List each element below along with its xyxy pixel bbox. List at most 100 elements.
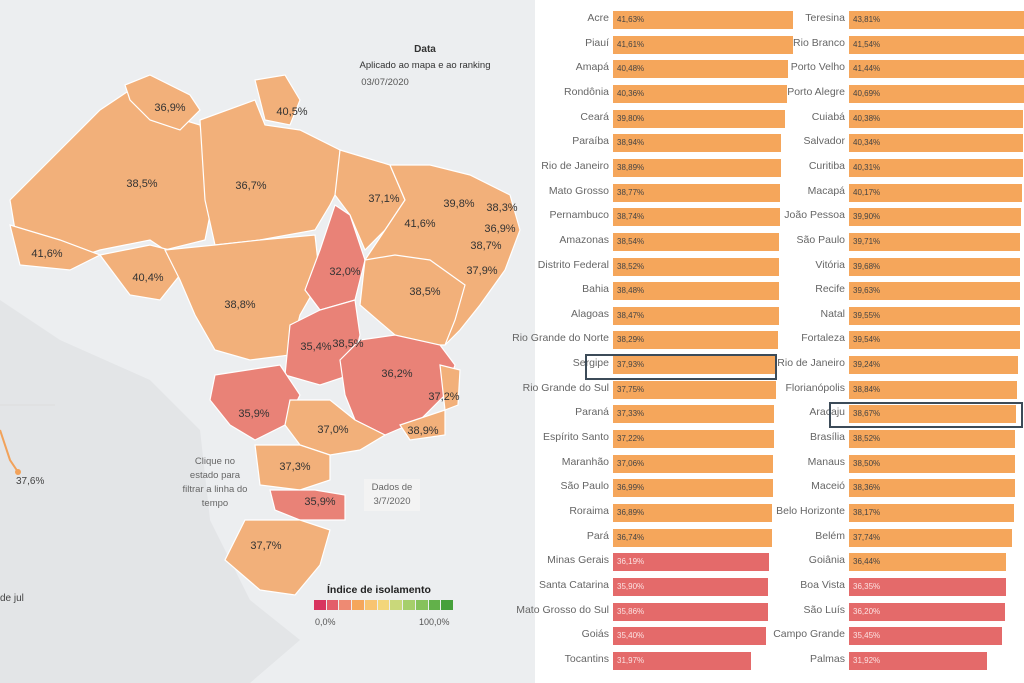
ranking-row[interactable]: Cuiabá 40,38% xyxy=(780,107,1024,131)
ranking-bar[interactable]: 41,61% xyxy=(613,35,793,54)
ranking-row[interactable]: Brasília 38,52% xyxy=(780,427,1020,451)
ranking-bar[interactable]: 39,90% xyxy=(849,208,1022,227)
ranking-row[interactable]: Rio de Janeiro 39,24% xyxy=(777,353,1020,377)
ranking-row[interactable]: São Paulo 36,99% xyxy=(535,476,775,500)
ranking-bar[interactable]: 38,52% xyxy=(849,430,1016,449)
ranking-bar[interactable]: 36,89% xyxy=(613,504,773,522)
ranking-bar[interactable]: 38,74% xyxy=(613,208,781,227)
ranking-bar[interactable]: 41,54% xyxy=(849,35,1024,54)
ranking-bar[interactable]: 40,17% xyxy=(849,183,1023,202)
ranking-row[interactable]: Curitiba 40,31% xyxy=(780,156,1024,180)
ranking-bar[interactable]: 38,48% xyxy=(613,282,780,301)
ranking-row[interactable]: Aracaju 38,67% xyxy=(780,402,1020,426)
ranking-bar[interactable]: 35,90% xyxy=(613,577,769,596)
ranking-bar[interactable]: 37,06% xyxy=(613,454,774,473)
ranking-row[interactable]: João Pessoa 39,90% xyxy=(780,205,1022,229)
ranking-bar[interactable]: 36,35% xyxy=(849,577,1006,596)
ranking-row[interactable]: Belo Horizonte 38,17% xyxy=(776,501,1020,525)
ranking-row[interactable]: Palmas 31,92% xyxy=(780,649,1020,673)
ranking-bar[interactable]: 41,63% xyxy=(613,11,793,29)
ranking-row[interactable]: Tocantins 31,97% xyxy=(535,649,775,673)
ranking-bar[interactable]: 38,54% xyxy=(613,232,780,251)
ranking-bar[interactable]: 40,48% xyxy=(613,60,788,79)
ranking-bar[interactable]: 38,89% xyxy=(613,158,781,177)
ranking-bar[interactable]: 39,63% xyxy=(849,282,1021,301)
ranking-bar[interactable]: 38,50% xyxy=(849,454,1016,473)
ranking-bar[interactable]: 37,75% xyxy=(613,380,776,399)
ranking-row[interactable]: Natal 39,55% xyxy=(780,304,1020,328)
ranking-bar[interactable]: 40,31% xyxy=(849,158,1024,177)
ranking-bar[interactable]: 40,34% xyxy=(849,134,1024,153)
ranking-bar[interactable]: 38,52% xyxy=(613,257,780,276)
ranking-bar[interactable]: 40,69% xyxy=(849,84,1024,103)
ranking-bar[interactable]: 37,74% xyxy=(849,528,1012,547)
ranking-row[interactable]: Maceió 38,36% xyxy=(780,476,1020,500)
ranking-row[interactable]: Porto Alegre 40,69% xyxy=(780,82,1024,106)
ranking-bar[interactable]: 38,47% xyxy=(613,306,780,325)
ranking-row[interactable]: São Luís 36,20% xyxy=(780,600,1020,624)
ranking-bar[interactable]: 39,54% xyxy=(849,331,1020,350)
ranking-row[interactable]: Alagoas 38,47% xyxy=(535,304,780,328)
ranking-bar[interactable]: 38,84% xyxy=(849,380,1017,399)
ranking-row[interactable]: Pernambuco 38,74% xyxy=(535,205,781,229)
ranking-bar[interactable]: 38,94% xyxy=(613,134,782,153)
ranking-bar[interactable]: 40,36% xyxy=(613,84,788,103)
ranking-row[interactable]: São Paulo 39,71% xyxy=(780,230,1021,254)
ranking-row[interactable]: Porto Velho 41,44% xyxy=(780,57,1024,81)
ranking-bar[interactable]: 35,86% xyxy=(613,602,768,621)
ranking-row[interactable]: Piauí 41,61% xyxy=(535,33,793,57)
ranking-row[interactable]: Rio de Janeiro 38,89% xyxy=(535,156,781,180)
ranking-row[interactable]: Belém 37,74% xyxy=(780,526,1020,550)
ranking-bar[interactable]: 38,77% xyxy=(613,183,781,202)
ranking-row[interactable]: Minas Gerais 36,19% xyxy=(535,550,775,574)
ranking-row[interactable]: Amazonas 38,54% xyxy=(535,230,780,254)
ranking-row[interactable]: Paraíba 38,94% xyxy=(535,131,782,155)
ranking-bar[interactable]: 41,44% xyxy=(849,60,1024,79)
ranking-bar[interactable]: 36,99% xyxy=(613,479,773,498)
ranking-row[interactable]: Ceará 39,80% xyxy=(535,107,785,131)
ranking-row[interactable]: Vitória 39,68% xyxy=(780,255,1021,279)
ranking-bar[interactable]: 40,38% xyxy=(849,109,1024,128)
ranking-bar[interactable]: 39,68% xyxy=(849,257,1021,276)
ranking-bar[interactable]: 36,19% xyxy=(613,553,770,572)
ranking-bar[interactable]: 36,44% xyxy=(849,553,1007,572)
ranking-row[interactable]: Rio Grande do Sul 37,75% xyxy=(523,378,776,402)
ranking-bar[interactable]: 35,40% xyxy=(613,627,766,646)
ranking-row[interactable]: Distrito Federal 38,52% xyxy=(535,255,780,279)
ranking-row[interactable]: Sergipe 37,93% xyxy=(535,353,777,377)
date-filter-value[interactable]: 03/07/2020 xyxy=(361,77,409,88)
brazil-map[interactable] xyxy=(0,0,535,683)
ranking-row[interactable]: Florianópolis 38,84% xyxy=(780,378,1020,402)
ranking-bar[interactable]: 31,92% xyxy=(849,651,987,670)
ranking-row[interactable]: Teresina 43,81% xyxy=(780,8,1024,32)
ranking-bar[interactable]: 35,45% xyxy=(849,627,1003,646)
ranking-bar[interactable]: 38,67% xyxy=(849,405,1016,424)
ranking-row[interactable]: Mato Grosso do Sul 35,86% xyxy=(516,600,775,624)
ranking-row[interactable]: Rio Branco 41,54% xyxy=(780,33,1024,57)
ranking-row[interactable]: Recife 39,63% xyxy=(780,279,1021,303)
ranking-row[interactable]: Pará 36,74% xyxy=(535,526,775,550)
ranking-row[interactable]: Maranhão 37,06% xyxy=(535,452,775,476)
ranking-bar[interactable]: 39,55% xyxy=(849,306,1020,325)
ranking-bar[interactable]: 38,36% xyxy=(849,479,1015,498)
ranking-bar[interactable]: 43,81% xyxy=(849,11,1024,29)
ranking-row[interactable]: Rio Grande do Norte 38,29% xyxy=(512,328,779,352)
ranking-row[interactable]: Rondônia 40,36% xyxy=(535,82,788,106)
ranking-bar[interactable]: 31,97% xyxy=(613,651,752,670)
ranking-row[interactable]: Goiás 35,40% xyxy=(535,624,775,648)
ranking-row[interactable]: Roraima 36,89% xyxy=(535,501,775,525)
ranking-row[interactable]: Bahia 38,48% xyxy=(535,279,780,303)
ranking-bar[interactable]: 36,20% xyxy=(849,602,1006,621)
ranking-row[interactable]: Boa Vista 36,35% xyxy=(780,575,1020,599)
ranking-row[interactable]: Goiânia 36,44% xyxy=(780,550,1020,574)
ranking-bar[interactable]: 39,71% xyxy=(849,232,1021,251)
ranking-bar[interactable]: 37,93% xyxy=(613,356,777,375)
ranking-row[interactable]: Fortaleza 39,54% xyxy=(780,328,1020,352)
ranking-row[interactable]: Amapá 40,48% xyxy=(535,57,788,81)
ranking-row[interactable]: Paraná 37,33% xyxy=(535,402,775,426)
ranking-bar[interactable]: 37,33% xyxy=(613,405,775,424)
ranking-bar[interactable]: 39,80% xyxy=(613,109,785,128)
ranking-bar[interactable]: 38,17% xyxy=(849,504,1014,522)
ranking-row[interactable]: Salvador 40,34% xyxy=(780,131,1024,155)
ranking-row[interactable]: Manaus 38,50% xyxy=(780,452,1020,476)
